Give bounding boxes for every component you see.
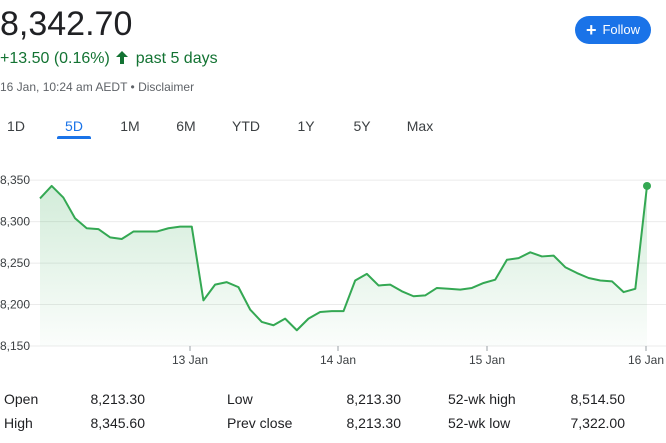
x-tick-label: 16 Jan: [628, 353, 664, 367]
price-change-row: +13.50 (0.16%) past 5 days: [0, 49, 218, 70]
price-chart[interactable]: 8,350 8,300 8,250 8,200 8,150 13 Jan 14 Jan 15…: [0, 170, 666, 370]
tab-5d[interactable]: 5D: [65, 118, 83, 134]
latest-price-point: [643, 181, 651, 190]
y-tick-label: 8,300: [0, 215, 30, 229]
disclaimer-link[interactable]: Disclaimer: [138, 80, 195, 94]
x-tick-label: 14 Jan: [320, 353, 356, 367]
stat-prev-close-value: 8,213.30: [346, 415, 402, 431]
tab-5y[interactable]: 5Y: [353, 118, 371, 134]
quote-meta: 16 Jan, 10:24 am AEDT • Disclaimer: [0, 79, 194, 95]
stat-low-value: 8,213.30: [346, 391, 402, 407]
stat-52wk-high-value: 8,514.50: [570, 391, 626, 407]
price-change: +13.50 (0.16%): [0, 50, 110, 67]
follow-label: Follow: [602, 22, 641, 37]
stat-high-label: High: [4, 415, 33, 431]
y-tick-label: 8,350: [0, 173, 30, 187]
tab-ytd[interactable]: YTD: [232, 118, 260, 134]
x-tick-label: 13 Jan: [172, 353, 208, 367]
price-series-line: [39, 184, 648, 332]
plus-icon: +: [585, 20, 597, 40]
tab-1m[interactable]: 1M: [120, 118, 140, 134]
price-value: 8,342.70: [0, 5, 133, 43]
stat-open-label: Open: [4, 391, 39, 407]
x-tick-label: 15 Jan: [469, 353, 505, 367]
tab-max[interactable]: Max: [406, 118, 434, 134]
stat-open-value: 8,213.30: [90, 391, 146, 407]
y-tick-label: 8,250: [0, 256, 30, 270]
change-period: past 5 days: [135, 50, 218, 67]
stat-52wk-high-label: 52-wk high: [448, 391, 516, 407]
arrow-up-icon: [116, 50, 130, 70]
stat-prev-close-label: Prev close: [227, 415, 293, 431]
price-area-fill: [40, 185, 647, 346]
y-tick-label: 8,200: [0, 298, 30, 312]
tab-6m[interactable]: 6M: [176, 118, 196, 134]
y-tick-label: 8,150: [0, 339, 30, 353]
tab-1d[interactable]: 1D: [7, 118, 25, 134]
stat-52wk-low-value: 7,322.00: [570, 415, 626, 431]
stat-low-label: Low: [227, 391, 253, 407]
follow-button[interactable]: + Follow: [575, 16, 651, 44]
quote-timestamp: 16 Jan, 10:24 am AEDT: [0, 80, 128, 94]
stat-high-value: 8,345.60: [90, 415, 146, 431]
meta-separator: •: [127, 80, 139, 94]
active-tab-indicator: [57, 136, 91, 139]
stat-52wk-low-label: 52-wk low: [448, 415, 511, 431]
tab-1y[interactable]: 1Y: [297, 118, 315, 134]
